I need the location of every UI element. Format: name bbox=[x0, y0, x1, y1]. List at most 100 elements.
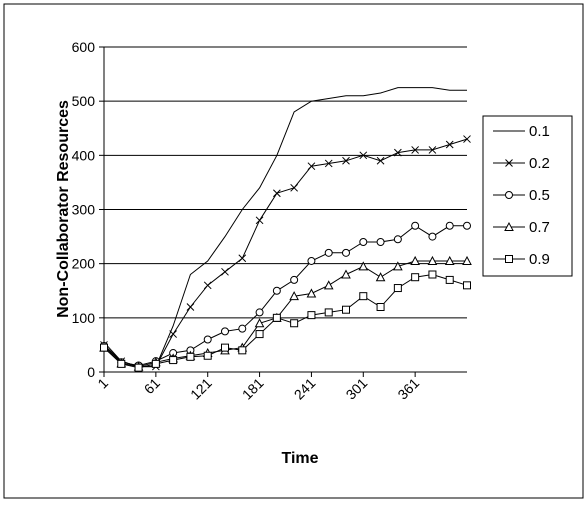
series-line bbox=[103, 260, 467, 368]
data-point bbox=[307, 162, 316, 171]
series-line bbox=[103, 273, 468, 369]
data-point bbox=[444, 255, 455, 265]
legend: 0.1 0.2 0.5 0.7 0.9 bbox=[482, 115, 573, 277]
data-point bbox=[411, 273, 420, 282]
data-point bbox=[186, 352, 195, 361]
legend-label: 0.7 bbox=[529, 219, 550, 236]
x-axis-title: Time bbox=[281, 450, 318, 467]
data-point bbox=[290, 183, 298, 192]
series-group bbox=[99, 87, 472, 372]
data-point bbox=[463, 281, 471, 290]
y-tick-label: 400 bbox=[72, 147, 96, 163]
y-axis-title: Non-Collaborator Resources bbox=[55, 100, 72, 318]
legend-box bbox=[482, 115, 573, 277]
data-point bbox=[203, 281, 212, 290]
data-point bbox=[359, 292, 368, 301]
data-point bbox=[445, 140, 454, 149]
data-point bbox=[324, 248, 333, 257]
data-point bbox=[393, 284, 402, 293]
data-point bbox=[134, 363, 143, 372]
data-point bbox=[376, 156, 385, 165]
data-point bbox=[238, 324, 247, 333]
data-point bbox=[376, 303, 385, 311]
y-tick-label: 500 bbox=[72, 93, 96, 109]
series-0.1 bbox=[103, 87, 467, 368]
legend-marker bbox=[505, 159, 513, 167]
legend-item: 0.1 bbox=[493, 123, 550, 140]
data-point bbox=[342, 248, 350, 257]
series-line bbox=[103, 87, 467, 368]
data-point bbox=[428, 146, 437, 154]
data-point bbox=[445, 275, 454, 284]
legend-marker bbox=[504, 221, 514, 231]
data-point bbox=[272, 313, 281, 322]
data-point bbox=[323, 280, 334, 290]
data-point bbox=[445, 221, 454, 230]
data-point bbox=[255, 216, 264, 225]
data-point bbox=[169, 330, 177, 338]
data-point bbox=[254, 318, 265, 328]
data-point bbox=[411, 146, 419, 154]
legend-item: 0.9 bbox=[493, 251, 550, 268]
data-point bbox=[411, 221, 420, 230]
y-tick-label: 600 bbox=[72, 39, 96, 55]
data-point bbox=[238, 346, 247, 355]
data-point bbox=[359, 238, 368, 246]
data-point bbox=[341, 269, 351, 279]
data-point bbox=[255, 308, 264, 317]
y-tick-label: 200 bbox=[72, 256, 96, 272]
legend-item: 0.5 bbox=[493, 187, 550, 204]
data-point bbox=[324, 159, 333, 168]
legend-label: 0.1 bbox=[529, 123, 550, 140]
data-point bbox=[221, 327, 229, 336]
y-tick-label: 0 bbox=[87, 364, 95, 380]
y-tick-label: 100 bbox=[72, 310, 96, 326]
data-point bbox=[272, 286, 281, 295]
data-point bbox=[117, 359, 126, 368]
data-point bbox=[290, 275, 299, 284]
data-point bbox=[289, 291, 299, 301]
data-point bbox=[393, 261, 403, 271]
data-point bbox=[307, 256, 316, 265]
data-point bbox=[290, 319, 299, 328]
legend-marker bbox=[505, 255, 513, 263]
data-point bbox=[203, 335, 212, 344]
data-point bbox=[376, 238, 385, 246]
data-point bbox=[427, 255, 438, 265]
data-point bbox=[394, 148, 402, 157]
series-line bbox=[103, 138, 468, 368]
data-point bbox=[169, 356, 178, 365]
series-0.9 bbox=[100, 270, 471, 372]
legend-item: 0.7 bbox=[493, 219, 550, 236]
data-point bbox=[342, 305, 350, 314]
y-tick-label: 300 bbox=[72, 202, 96, 218]
legend-label: 0.5 bbox=[529, 187, 550, 204]
data-point bbox=[375, 272, 386, 282]
legend-label: 0.9 bbox=[529, 251, 550, 268]
data-point bbox=[307, 311, 316, 320]
data-point bbox=[463, 135, 471, 143]
data-point bbox=[428, 270, 437, 279]
data-point bbox=[186, 303, 195, 311]
data-point bbox=[358, 261, 369, 271]
data-point bbox=[255, 330, 264, 339]
legend-label: 0.2 bbox=[529, 155, 550, 172]
data-point bbox=[306, 288, 317, 298]
data-point bbox=[324, 308, 333, 317]
data-point bbox=[428, 232, 437, 241]
data-point bbox=[238, 254, 247, 263]
data-point bbox=[410, 255, 420, 265]
data-point bbox=[151, 359, 160, 368]
data-point bbox=[393, 235, 402, 244]
legend-marker bbox=[505, 191, 513, 199]
data-point bbox=[273, 189, 281, 198]
axes bbox=[99, 46, 467, 377]
data-point bbox=[203, 351, 212, 360]
data-point bbox=[359, 151, 368, 160]
data-point bbox=[463, 221, 471, 230]
series-line bbox=[103, 225, 467, 367]
data-point bbox=[342, 156, 350, 165]
data-point bbox=[221, 267, 229, 276]
